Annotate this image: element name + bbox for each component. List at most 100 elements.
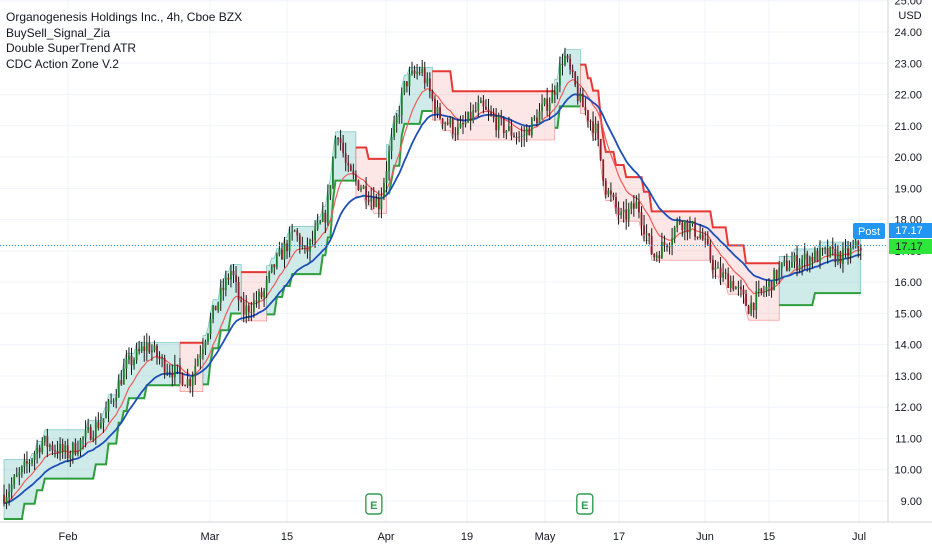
- candle-body: [431, 91, 434, 99]
- candle-body: [416, 72, 418, 74]
- candle-body: [819, 248, 821, 262]
- candle-body: [253, 300, 255, 312]
- candle-body: [553, 92, 556, 95]
- candle-body: [622, 209, 625, 213]
- candle-body: [332, 157, 334, 186]
- candle-body: [33, 453, 36, 460]
- candle-body: [173, 364, 176, 378]
- candle-body: [207, 333, 209, 342]
- candle-body: [722, 272, 724, 278]
- candle-body: [367, 199, 370, 202]
- candle-body: [283, 243, 286, 260]
- candle-body: [602, 159, 605, 181]
- candle-body: [222, 287, 225, 291]
- candle-body: [46, 436, 49, 447]
- last-price-value: 17.17: [895, 241, 923, 253]
- candle-body: [462, 123, 464, 125]
- candle-body: [791, 261, 793, 268]
- price-tick-label: 20.00: [894, 152, 922, 164]
- candle-body: [71, 442, 74, 455]
- candle-body: [94, 421, 97, 438]
- candle-body: [750, 302, 753, 314]
- candle-body: [79, 439, 82, 452]
- candle-body: [74, 442, 77, 455]
- candle-body: [360, 188, 362, 191]
- price-tick-label: 10.00: [894, 465, 922, 477]
- candle-body: [497, 116, 500, 131]
- candle-body: [829, 246, 832, 257]
- candle-body: [202, 348, 204, 355]
- candle-body: [255, 300, 258, 302]
- candle-body: [780, 262, 783, 268]
- bull-zone-fill: [3, 342, 181, 520]
- candle-body: [765, 286, 768, 292]
- candle-body: [242, 301, 245, 315]
- indicator-buysell[interactable]: BuySell_Signal_Zia: [6, 25, 111, 40]
- candle-body: [82, 437, 84, 440]
- candle-body: [133, 359, 135, 366]
- candle-body: [610, 190, 612, 195]
- supertrend-up-line: [386, 110, 433, 195]
- candle-body: [785, 260, 788, 271]
- candle-body: [278, 249, 281, 255]
- candle-body: [436, 107, 439, 114]
- supertrend-up-line: [4, 384, 180, 520]
- candle-body: [533, 117, 536, 119]
- candle-body: [426, 78, 429, 84]
- candle-body: [500, 116, 503, 119]
- slow-ma-line: [3, 93, 861, 505]
- candle-body: [66, 445, 69, 459]
- candle-body: [599, 138, 602, 160]
- candle-body: [752, 302, 755, 310]
- candle-body: [69, 454, 72, 459]
- candle-body: [525, 128, 528, 136]
- candle-body: [390, 136, 393, 151]
- candle-body: [530, 118, 533, 136]
- candle-body: [347, 162, 350, 166]
- candle-body: [778, 267, 781, 280]
- candle-body: [831, 246, 834, 249]
- indicator-supertrend[interactable]: Double SuperTrend ATR: [6, 41, 137, 55]
- candle-body: [411, 70, 413, 74]
- candle-body: [482, 100, 485, 107]
- candle-body: [3, 494, 5, 504]
- candle-body: [245, 305, 248, 315]
- candle-body: [477, 102, 480, 111]
- candle-body: [329, 185, 332, 195]
- price-tick-label: 15.00: [894, 308, 922, 320]
- candle-body: [737, 286, 740, 288]
- indicator-cdc[interactable]: CDC Action Zone V.2: [6, 56, 119, 71]
- time-tick-label: Jun: [696, 531, 714, 543]
- candle-body: [418, 72, 421, 74]
- candle-body: [801, 259, 804, 265]
- candle-body: [604, 180, 607, 195]
- candle-body: [191, 376, 194, 386]
- candle-body: [247, 305, 250, 313]
- candle-body: [235, 275, 237, 283]
- price-axis[interactable]: 9.00 10.00 11.00 12.00 13.00 14.00 15.00 16.00 1…: [894, 0, 922, 508]
- candle-body: [520, 135, 523, 137]
- candle-body: [671, 238, 673, 246]
- supertrend-up-line: [266, 179, 356, 316]
- candle-body: [796, 255, 798, 270]
- candle-body: [428, 78, 431, 92]
- candle-body: [694, 221, 696, 237]
- price-tick-label: 14.00: [894, 340, 922, 352]
- candle-body: [286, 243, 288, 252]
- candle-body: [337, 138, 339, 140]
- earnings-marker: [576, 493, 594, 515]
- candle-body: [676, 220, 679, 228]
- candle-body: [375, 198, 378, 208]
- symbol-title[interactable]: Organogenesis Holdings Inc., 4h, Cboe BZ…: [6, 10, 243, 24]
- candle-body: [546, 98, 549, 111]
- candle-body: [579, 93, 582, 101]
- candle-body: [673, 227, 676, 239]
- candle-body: [395, 116, 398, 124]
- candle-body: [745, 293, 747, 306]
- candle-body: [115, 397, 118, 401]
- candle-body: [487, 109, 490, 112]
- time-axis[interactable]: Feb Mar 15 Apr 19 May 17 Jun 15 Jul: [59, 531, 867, 543]
- candle-body: [434, 98, 436, 114]
